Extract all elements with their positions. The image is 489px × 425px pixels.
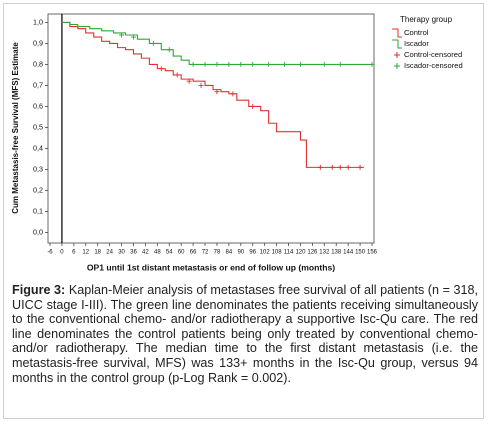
figure-frame bbox=[3, 3, 484, 419]
x-tick-label: 78 bbox=[214, 250, 221, 256]
y-tick-label: 0,1 bbox=[33, 206, 43, 215]
censor-mark bbox=[226, 61, 232, 67]
caption-text: Kaplan-Meier analysis of metastases free… bbox=[12, 283, 479, 385]
caption-label: Figure 3: bbox=[12, 283, 66, 297]
censor-mark bbox=[230, 91, 236, 97]
legend-swatch bbox=[394, 63, 400, 69]
x-tick-label: 144 bbox=[343, 250, 354, 256]
legend-label: Control bbox=[404, 28, 429, 37]
x-tick-label: 150 bbox=[355, 250, 366, 256]
legend-label: Iscador-censored bbox=[404, 61, 463, 70]
x-tick-label: 120 bbox=[295, 250, 306, 256]
x-tick-label: 72 bbox=[202, 250, 209, 256]
censor-mark bbox=[214, 61, 220, 67]
censor-mark bbox=[337, 164, 343, 170]
x-tick-label: 108 bbox=[272, 250, 283, 256]
censor-mark bbox=[119, 32, 125, 38]
legend-title: Therapy group bbox=[400, 15, 453, 24]
y-tick-label: 0,3 bbox=[33, 164, 43, 173]
x-tick-label: 54 bbox=[166, 250, 173, 256]
legend-label: Control-censored bbox=[404, 50, 462, 59]
legend-swatch bbox=[392, 39, 402, 49]
y-axis-title: Cum Metastasis-free Survival (MFS) Estim… bbox=[11, 42, 20, 214]
x-tick-label: 60 bbox=[178, 250, 185, 256]
censor-mark bbox=[186, 78, 192, 84]
x-tick-label: 36 bbox=[130, 250, 137, 256]
censor-mark bbox=[130, 34, 136, 40]
censor-mark bbox=[282, 61, 288, 67]
censor-mark bbox=[337, 61, 343, 67]
y-tick-label: 0,4 bbox=[33, 143, 43, 152]
censor-mark bbox=[202, 61, 208, 67]
plot-area bbox=[47, 13, 375, 244]
survival-curve bbox=[61, 21, 373, 65]
censor-mark bbox=[238, 61, 244, 67]
x-tick-label: 6 bbox=[72, 250, 76, 256]
legend-label: Iscador bbox=[404, 39, 429, 48]
x-tick-label: -6 bbox=[47, 250, 53, 256]
y-tick-label: 0,8 bbox=[33, 59, 43, 68]
censor-mark bbox=[158, 66, 164, 72]
x-tick-label: 18 bbox=[94, 250, 101, 256]
x-tick-label: 102 bbox=[260, 250, 271, 256]
censor-mark bbox=[297, 61, 303, 67]
censor-mark bbox=[357, 164, 363, 170]
x-tick-label: 90 bbox=[237, 250, 244, 256]
censor-mark bbox=[198, 82, 204, 88]
censor-mark bbox=[321, 61, 327, 67]
survival-curve bbox=[61, 21, 365, 168]
y-tick-label: 0,7 bbox=[33, 80, 43, 89]
censor-mark bbox=[266, 61, 272, 67]
y-tick-label: 0,9 bbox=[33, 38, 43, 47]
y-tick-label: 0,2 bbox=[33, 185, 43, 194]
y-tick-label: 0,0 bbox=[33, 227, 43, 236]
x-tick-label: 96 bbox=[249, 250, 256, 256]
censor-mark bbox=[250, 61, 256, 67]
y-tick-label: 0,6 bbox=[33, 101, 43, 110]
chart: Cum Metastasis-free Survival (MFS) Estim… bbox=[11, 13, 463, 272]
caption: Figure 3: Kaplan-Meier analysis of metas… bbox=[12, 283, 478, 385]
censor-mark bbox=[317, 164, 323, 170]
censor-mark bbox=[150, 40, 156, 46]
y-tick-label: 0,5 bbox=[33, 122, 43, 131]
legend-swatch bbox=[394, 52, 400, 58]
x-tick-label: 66 bbox=[190, 250, 197, 256]
legend-swatch bbox=[392, 28, 402, 38]
x-tick-label: 0 bbox=[60, 250, 64, 256]
x-tick-label: 156 bbox=[367, 250, 378, 256]
censor-mark bbox=[329, 164, 335, 170]
x-tick-label: 48 bbox=[154, 250, 161, 256]
y-tick-label: 1,0 bbox=[33, 17, 43, 26]
censor-mark bbox=[250, 103, 256, 109]
x-tick-label: 24 bbox=[106, 250, 113, 256]
x-axis-title: OP1 until 1st distant metastasis or end … bbox=[87, 262, 335, 272]
x-tick-label: 84 bbox=[226, 250, 233, 256]
censor-mark bbox=[166, 47, 172, 53]
censor-mark bbox=[190, 61, 196, 67]
x-tick-label: 138 bbox=[331, 250, 342, 256]
x-tick-label: 132 bbox=[319, 250, 330, 256]
x-tick-label: 126 bbox=[307, 250, 318, 256]
x-tick-label: 30 bbox=[118, 250, 125, 256]
x-tick-label: 114 bbox=[284, 250, 294, 256]
censor-mark bbox=[369, 61, 375, 67]
censor-mark bbox=[174, 72, 180, 78]
x-tick-label: 42 bbox=[142, 250, 149, 256]
x-tick-label: 12 bbox=[82, 250, 89, 256]
censor-mark bbox=[345, 164, 351, 170]
censor-mark bbox=[214, 89, 220, 95]
